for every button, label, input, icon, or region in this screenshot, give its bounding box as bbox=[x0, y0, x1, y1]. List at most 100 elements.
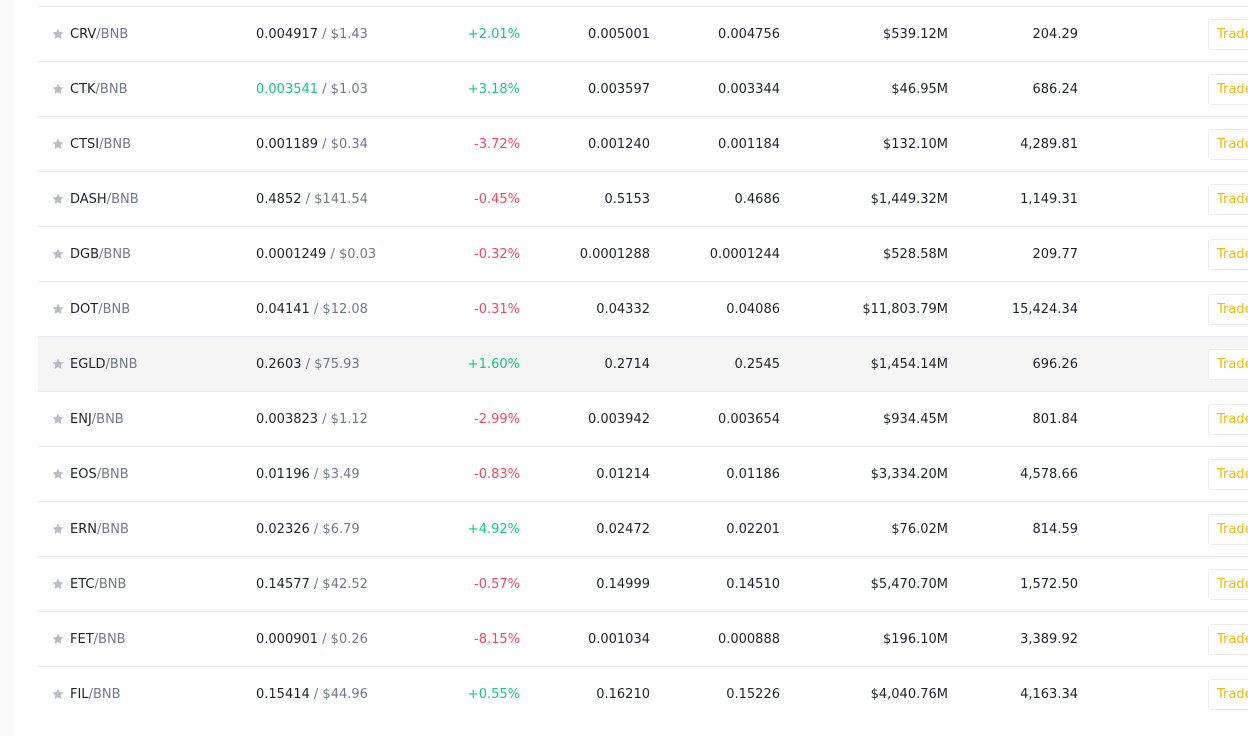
table-row[interactable]: CRV/BNB 0.004917 / $1.43 +2.01% 0.005001… bbox=[38, 6, 1248, 61]
low-24h: 0.4686 bbox=[734, 192, 781, 207]
favorite-star-icon[interactable] bbox=[51, 632, 65, 646]
last-price-value: 0.15414 bbox=[256, 687, 310, 702]
table-row[interactable]: FIL/BNB 0.15414 / $44.96 +0.55% 0.16210 … bbox=[38, 666, 1248, 721]
high-24h: 0.003597 bbox=[587, 82, 650, 97]
pair-name[interactable]: ETC/BNB bbox=[70, 557, 126, 612]
low-24h: 0.001184 bbox=[717, 137, 780, 152]
table-row[interactable]: CTSI/BNB 0.001189 / $0.34 -3.72% 0.00124… bbox=[38, 116, 1248, 171]
favorite-star-icon[interactable] bbox=[51, 27, 65, 41]
last-price: 0.000901 / $0.26 bbox=[256, 612, 368, 667]
table-row[interactable]: DOT/BNB 0.04141 / $12.08 -0.31% 0.04332 … bbox=[38, 281, 1248, 336]
volume-24h: 204.29 bbox=[1032, 27, 1079, 42]
pair-base: CRV bbox=[70, 27, 97, 42]
volume-24h: 686.24 bbox=[1032, 82, 1079, 97]
favorite-star-icon[interactable] bbox=[51, 357, 65, 371]
pair-name[interactable]: FET/BNB bbox=[70, 612, 126, 667]
high-24h: 0.14999 bbox=[596, 577, 650, 592]
table-row[interactable]: CTK/BNB 0.003541 / $1.03 +3.18% 0.003597… bbox=[38, 61, 1248, 116]
trade-button[interactable]: Trade bbox=[1208, 569, 1248, 600]
change-24h: +0.55% bbox=[467, 687, 520, 702]
high-24h: 0.04332 bbox=[596, 302, 650, 317]
low-24h: 0.003344 bbox=[717, 82, 780, 97]
high-24h: 0.001034 bbox=[587, 632, 650, 647]
favorite-star-icon[interactable] bbox=[51, 137, 65, 151]
trade-button[interactable]: Trade bbox=[1208, 514, 1248, 545]
last-price: 0.004917 / $1.43 bbox=[256, 7, 368, 62]
volume-24h: 15,424.34 bbox=[1011, 302, 1078, 317]
low-24h: 0.14510 bbox=[726, 577, 780, 592]
last-price-value: 0.2603 bbox=[256, 357, 302, 372]
trade-button[interactable]: Trade bbox=[1208, 19, 1248, 50]
pair-name[interactable]: DASH/BNB bbox=[70, 172, 139, 227]
change-24h: +3.18% bbox=[467, 82, 520, 97]
pair-quote: /BNB bbox=[94, 577, 127, 592]
favorite-star-icon[interactable] bbox=[51, 577, 65, 591]
favorite-star-icon[interactable] bbox=[51, 192, 65, 206]
table-row[interactable]: DGB/BNB 0.0001249 / $0.03 -0.32% 0.00012… bbox=[38, 226, 1248, 281]
favorite-star-icon[interactable] bbox=[51, 467, 65, 481]
pair-name[interactable]: FIL/BNB bbox=[70, 667, 121, 722]
pair-quote: /BNB bbox=[105, 357, 138, 372]
table-row[interactable]: ERN/BNB 0.02326 / $6.79 +4.92% 0.02472 0… bbox=[38, 501, 1248, 556]
pair-name[interactable]: ERN/BNB bbox=[70, 502, 129, 557]
pair-quote: /BNB bbox=[96, 467, 129, 482]
pair-name[interactable]: CTSI/BNB bbox=[70, 117, 131, 172]
pair-name[interactable]: ENJ/BNB bbox=[70, 392, 124, 447]
table-row[interactable]: EGLD/BNB 0.2603 / $75.93 +1.60% 0.2714 0… bbox=[38, 336, 1248, 391]
change-24h: +1.60% bbox=[467, 357, 520, 372]
pair-name[interactable]: EGLD/BNB bbox=[70, 337, 138, 392]
volume-24h: 801.84 bbox=[1032, 412, 1079, 427]
pair-name[interactable]: DGB/BNB bbox=[70, 227, 131, 282]
table-row[interactable]: EOS/BNB 0.01196 / $3.49 -0.83% 0.01214 0… bbox=[38, 446, 1248, 501]
table-row[interactable]: ENJ/BNB 0.003823 / $1.12 -2.99% 0.003942… bbox=[38, 391, 1248, 446]
volume-24h: 4,163.34 bbox=[1020, 687, 1078, 702]
trade-button[interactable]: Trade bbox=[1208, 349, 1248, 380]
market-cap: $76.02M bbox=[891, 522, 948, 537]
high-24h: 0.16210 bbox=[596, 687, 650, 702]
last-price-usd: / $1.12 bbox=[322, 412, 368, 427]
volume-24h: 4,578.66 bbox=[1020, 467, 1078, 482]
table-row[interactable]: ETC/BNB 0.14577 / $42.52 -0.57% 0.14999 … bbox=[38, 556, 1248, 611]
market-cap: $1,454.14M bbox=[870, 357, 948, 372]
pair-name[interactable]: DOT/BNB bbox=[70, 282, 130, 337]
favorite-star-icon[interactable] bbox=[51, 522, 65, 536]
market-cap: $5,470.70M bbox=[870, 577, 948, 592]
pair-quote: /BNB bbox=[96, 522, 129, 537]
pair-name[interactable]: EOS/BNB bbox=[70, 447, 129, 502]
pair-base: CTSI bbox=[70, 137, 100, 152]
last-price: 0.0001249 / $0.03 bbox=[256, 227, 376, 282]
last-price-value: 0.0001249 bbox=[256, 247, 327, 262]
trade-button[interactable]: Trade bbox=[1208, 129, 1248, 160]
pair-name[interactable]: CRV/BNB bbox=[70, 7, 128, 62]
favorite-star-icon[interactable] bbox=[51, 247, 65, 261]
high-24h: 0.5153 bbox=[604, 192, 651, 207]
last-price: 0.001189 / $0.34 bbox=[256, 117, 368, 172]
table-row[interactable]: DASH/BNB 0.4852 / $141.54 -0.45% 0.5153 … bbox=[38, 171, 1248, 226]
trade-button[interactable]: Trade bbox=[1208, 184, 1248, 215]
low-24h: 0.02201 bbox=[726, 522, 780, 537]
trade-button[interactable]: Trade bbox=[1208, 404, 1248, 435]
favorite-star-icon[interactable] bbox=[51, 82, 65, 96]
pair-name[interactable]: CTK/BNB bbox=[70, 62, 128, 117]
last-price-usd: / $0.34 bbox=[322, 137, 368, 152]
last-price-usd: / $1.43 bbox=[322, 27, 368, 42]
last-price: 0.003823 / $1.12 bbox=[256, 392, 368, 447]
trade-button[interactable]: Trade bbox=[1208, 679, 1248, 710]
pair-base: ENJ bbox=[70, 412, 92, 427]
high-24h: 0.003942 bbox=[587, 412, 650, 427]
trade-button[interactable]: Trade bbox=[1208, 624, 1248, 655]
pair-base: EGLD bbox=[70, 357, 106, 372]
favorite-star-icon[interactable] bbox=[51, 687, 65, 701]
trade-button[interactable]: Trade bbox=[1208, 239, 1248, 270]
favorite-star-icon[interactable] bbox=[51, 302, 65, 316]
favorite-star-icon[interactable] bbox=[51, 412, 65, 426]
trade-button[interactable]: Trade bbox=[1208, 459, 1248, 490]
trade-button[interactable]: Trade bbox=[1208, 74, 1248, 105]
low-24h: 0.000888 bbox=[717, 632, 780, 647]
last-price-usd: / $6.79 bbox=[313, 522, 360, 537]
pair-quote: /BNB bbox=[106, 192, 139, 207]
pair-base: ETC bbox=[70, 577, 95, 592]
table-row[interactable]: FET/BNB 0.000901 / $0.26 -8.15% 0.001034… bbox=[38, 611, 1248, 666]
last-price: 0.04141 / $12.08 bbox=[256, 282, 368, 337]
trade-button[interactable]: Trade bbox=[1208, 294, 1248, 325]
